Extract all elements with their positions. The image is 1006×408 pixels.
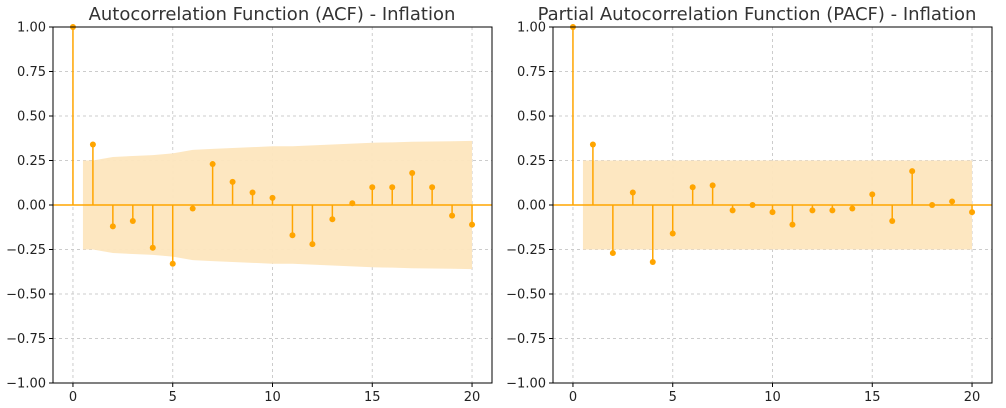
pacf-point [849,205,856,212]
acf-ytick-label: 1.00 [17,21,46,36]
pacf-point [929,202,936,208]
acf-point [289,232,296,239]
acf-point [189,205,196,212]
acf-point [269,194,276,201]
pacf-point [909,168,916,175]
pacf-point [969,209,976,216]
acf-point [329,216,336,223]
acf-point [369,184,376,191]
pacf-chart: 1.00 0.75 0.50 0.25 0.00 −0.25 −0.50 −0.75 −1.00… [506,4,993,405]
acf-point [309,241,316,248]
pacf-title: Partial Autocorrelation Function (PACF) … [538,4,977,25]
pacf-point [789,221,796,228]
pacf-ytick-label: −0.25 [506,243,546,258]
pacf-ytick-label: 0.25 [517,154,546,169]
pacf-point [689,184,696,191]
acf-ytick-label: 0.25 [17,154,46,169]
acf-point [429,184,436,191]
acf-point [349,200,356,207]
pacf-point [709,182,716,189]
pacf-xtick-label: 20 [964,390,981,405]
pacf-point [809,207,816,214]
pacf-point [669,230,676,237]
pacf-ytick-label: −0.50 [506,288,546,303]
acf-xtick-label: 5 [169,390,177,405]
acf-point [129,218,136,225]
pacf-point [769,209,776,216]
pacf-ytick-label: −1.00 [506,377,546,392]
acf-ytick-label: −0.75 [6,332,46,347]
pacf-point [609,250,616,257]
acf-ytick-label: 0.75 [17,65,46,80]
acf-point [469,221,476,228]
acf-ytick-label: −1.00 [6,377,46,392]
pacf-point [629,189,636,196]
acf-chart: 1.00 0.75 0.50 0.25 0.00 −0.25 −0.50 −0.75 −1.00… [6,4,493,405]
pacf-xtick-label: 5 [669,390,677,405]
acf-point [449,212,456,219]
pacf-point [949,198,956,205]
pacf-xtick-label: 10 [764,390,781,405]
acf-ytick-label: 0.00 [17,199,46,214]
pacf-xtick-label: 0 [569,390,577,405]
acf-point [109,223,116,230]
pacf-point [889,218,896,225]
acf-xtick-label: 0 [69,390,77,405]
pacf-ytick-label: 0.00 [517,199,546,214]
acf-ytick-label: −0.25 [6,243,46,258]
pacf-xtick-label: 15 [864,390,881,405]
pacf-ytick-label: 1.00 [517,21,546,36]
acf-point [409,169,416,176]
pacf-point [829,207,836,214]
acf-point [169,260,176,267]
acf-point [249,189,256,196]
acf-ytick-label: −0.50 [6,288,46,303]
acf-ytick-label: 0.50 [17,110,46,125]
pacf-ytick-label: 0.75 [517,65,546,80]
acf-xtick-label: 20 [464,390,481,405]
acf-point [229,178,236,185]
acf-point [389,184,396,191]
acf-title: Autocorrelation Function (ACF) - Inflati… [89,4,456,25]
pacf-point [749,202,756,208]
pacf-point [729,207,736,214]
pacf-point [649,258,656,265]
acf-xtick-label: 15 [364,390,381,405]
pacf-point [589,141,596,148]
acf-point [89,141,96,148]
acf-point [209,161,216,168]
acf-xtick-label: 10 [264,390,281,405]
pacf-ytick-label: 0.50 [517,110,546,125]
pacf-point [869,191,876,198]
pacf-ytick-label: −0.75 [506,332,546,347]
acf-point [149,244,156,251]
